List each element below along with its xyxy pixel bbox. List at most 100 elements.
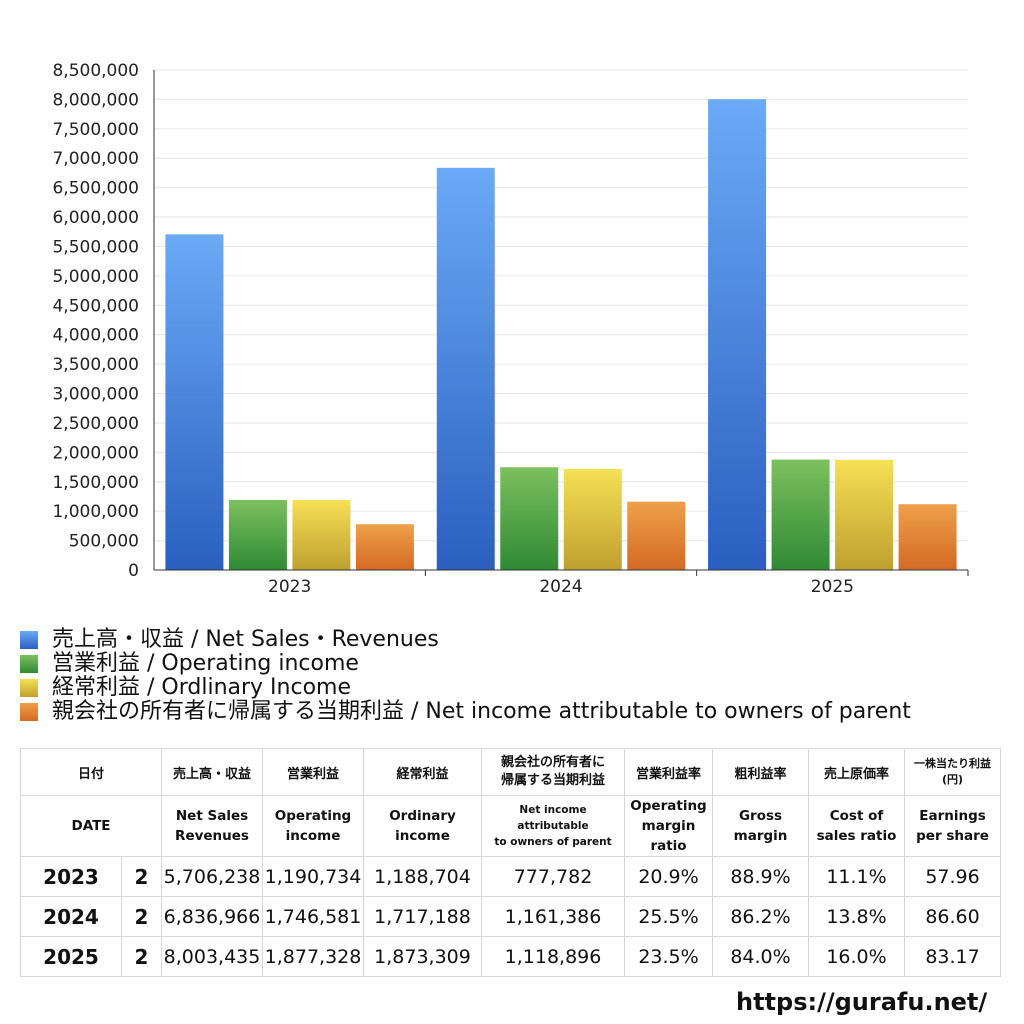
cell-cost: 13.8%	[808, 896, 906, 937]
cell-gm: 86.2%	[712, 896, 810, 937]
header-ord-en: Ordinary income	[363, 795, 483, 857]
y-tick-label: 3,500,000	[52, 355, 139, 375]
y-tick-label: 6,000,000	[52, 208, 139, 228]
x-tick-label: 2025	[811, 577, 854, 597]
header-ord-jp: 経常利益	[363, 748, 483, 796]
header-sales-en-line2: Revenues	[175, 828, 249, 844]
table-row: 2023 2 5,706,238 1,190,734 1,188,704 777…	[20, 856, 1002, 897]
header-cost-en-line2: sales ratio	[816, 828, 897, 844]
bar-ordinary-income-2024	[563, 468, 622, 570]
cell-op: 1,190,734	[262, 856, 365, 897]
cell-ni: 777,782	[481, 856, 626, 897]
cell-quarter: 2	[120, 936, 163, 977]
y-axis: 0 500,000 1,000,000 1,500,000 2,000,000 2,500…	[52, 61, 139, 581]
y-tick-label: 7,500,000	[52, 120, 139, 140]
header-eps-jp-line1: 一株当たり利益	[914, 757, 992, 770]
cell-eps: 86.60	[904, 896, 1002, 937]
legend-item-operating-income: 営業利益 / Operating income	[20, 652, 911, 676]
cell-opm: 23.5%	[624, 936, 714, 977]
legend-swatch-ordinary-income	[20, 679, 38, 697]
cell-quarter: 2	[120, 896, 163, 937]
bar-group	[165, 99, 957, 571]
bar-net-income-2023	[355, 524, 414, 570]
header-ni-en-line1: Net income attributable	[517, 804, 589, 832]
cell-op: 1,877,328	[262, 936, 365, 977]
header-ord-en-line1: Ordinary	[389, 808, 456, 824]
y-tick-label: 3,000,000	[52, 385, 139, 405]
bar-ordinary-income-2023	[292, 500, 351, 570]
header-cost-jp: 売上原価率	[808, 748, 906, 796]
cell-opm: 25.5%	[624, 896, 714, 937]
table-row: 2025 2 8,003,435 1,877,328 1,873,309 1,1…	[20, 936, 1002, 977]
legend-swatch-net-sales	[20, 631, 38, 649]
header-ni-jp-line1: 親会社の所有者に	[501, 755, 606, 770]
cell-gm: 88.9%	[712, 856, 810, 897]
cell-gm: 84.0%	[712, 936, 810, 977]
legend: 売上高・収益 / Net Sales・Revenues 営業利益 / Opera…	[20, 628, 911, 724]
header-eps-en-line1: Earnings	[919, 808, 986, 824]
cell-ord: 1,717,188	[363, 896, 483, 937]
header-opm-en-line2: margin	[641, 818, 696, 834]
legend-label-ordinary-income: 経常利益 / Ordlinary Income	[52, 675, 351, 700]
cell-ni: 1,118,896	[481, 936, 626, 977]
header-gm-en-line1: Gross	[738, 808, 783, 824]
header-gm-en-line2: margin	[733, 828, 788, 844]
y-tick-label: 1,500,000	[52, 473, 139, 493]
legend-label-operating-income: 営業利益 / Operating income	[52, 651, 359, 676]
y-tick-label: 4,500,000	[52, 296, 139, 316]
table-header-jp: 日付 売上高・収益 営業利益 経常利益 親会社の所有者に 帰属する当期利益 営業利…	[19, 748, 1002, 796]
cell-ord: 1,873,309	[363, 936, 483, 977]
legend-label-net-income: 親会社の所有者に帰属する当期利益 / Net income attributab…	[52, 699, 911, 724]
y-tick-label: 5,500,000	[52, 237, 139, 257]
header-cost-en: Cost of sales ratio	[808, 795, 906, 857]
bar-operating-income-2023	[228, 499, 287, 570]
cell-sales: 5,706,238	[161, 856, 264, 897]
cell-year: 2025	[20, 936, 122, 977]
y-tick-label: 4,000,000	[52, 326, 139, 346]
cell-ni: 1,161,386	[481, 896, 626, 937]
y-tick-label: 5,000,000	[52, 267, 139, 287]
cell-quarter: 2	[120, 856, 163, 897]
header-opm-en-line3: ratio	[650, 838, 687, 854]
grid-lines	[154, 69, 968, 542]
bar-net-sales-2023	[165, 234, 224, 571]
bar-ordinary-income-2025	[835, 459, 894, 570]
cell-op: 1,746,581	[262, 896, 365, 937]
header-eps-jp-line2: (円)	[941, 773, 964, 786]
bar-chart: 0 500,000 1,000,000 1,500,000 2,000,000 2,500…	[52, 61, 969, 597]
header-opm-en-line1: Operating	[630, 798, 707, 814]
y-tick-label: 2,000,000	[52, 443, 139, 463]
cell-cost: 16.0%	[808, 936, 906, 977]
header-sales-en-line1: Net Sales	[175, 808, 249, 824]
header-op-en-line1: Operating	[274, 808, 352, 824]
y-tick-label: 2,500,000	[52, 414, 139, 434]
y-tick-label: 6,500,000	[52, 179, 139, 199]
header-ni-en-line2: to owners of parent	[494, 836, 612, 848]
header-gm-en: Gross margin	[712, 795, 810, 857]
cell-year: 2024	[20, 896, 122, 937]
cell-cost: 11.1%	[808, 856, 906, 897]
bar-net-sales-2024	[436, 167, 495, 570]
table-header-en: DATE Net Sales Revenues Operating income O…	[19, 795, 1002, 857]
y-tick-label: 7,000,000	[52, 149, 139, 169]
y-tick-label: 1,000,000	[52, 502, 139, 522]
header-eps-en-line2: per share	[916, 828, 989, 844]
header-cost-en-line1: Cost of	[829, 808, 884, 824]
bar-net-sales-2025	[708, 99, 767, 570]
cell-year: 2023	[20, 856, 122, 897]
legend-item-net-income: 親会社の所有者に帰属する当期利益 / Net income attributab…	[20, 700, 911, 724]
cell-eps: 83.17	[904, 936, 1002, 977]
cell-sales: 8,003,435	[161, 936, 264, 977]
site-url[interactable]: https://gurafu.net/	[736, 988, 988, 1016]
y-tick-label: 8,500,000	[52, 61, 139, 81]
legend-swatch-net-income	[20, 703, 38, 721]
y-tick-label: 8,000,000	[52, 90, 139, 110]
header-ni-jp: 親会社の所有者に 帰属する当期利益	[481, 748, 626, 796]
header-op-jp: 営業利益	[262, 748, 365, 796]
legend-swatch-operating-income	[20, 655, 38, 673]
header-ni-en: Net income attributable to owners of pare…	[481, 795, 626, 857]
legend-item-ordinary-income: 経常利益 / Ordlinary Income	[20, 676, 911, 700]
x-axis: 2023 2024 2025	[268, 570, 969, 597]
header-sales-en: Net Sales Revenues	[161, 795, 264, 857]
bar-net-income-2024	[627, 501, 686, 570]
